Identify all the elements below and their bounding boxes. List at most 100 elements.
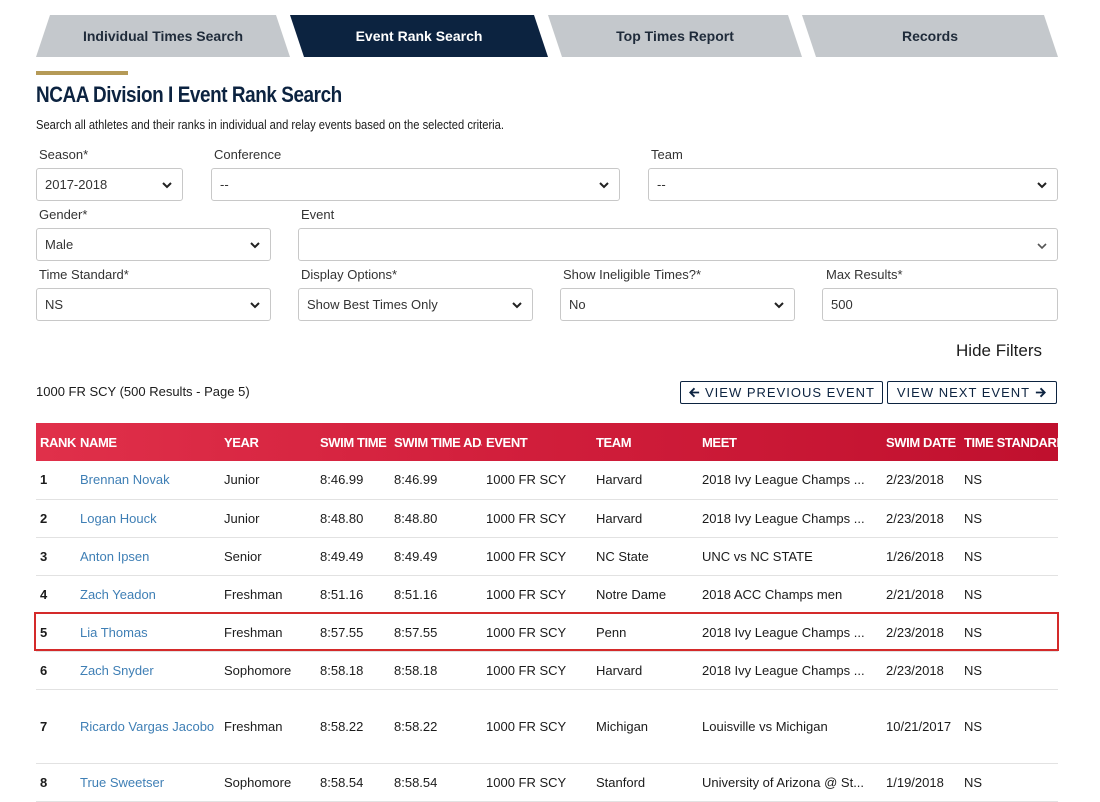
column-header-time-standard[interactable]: TIME STANDARD (964, 434, 1058, 450)
team-select[interactable]: -- (648, 168, 1058, 201)
swim-date-cell: 2/23/2018 (882, 461, 960, 500)
view-next-event-button[interactable]: VIEW NEXT EVENT (887, 381, 1057, 404)
swim-time-adj-cell: 8:51.16 (390, 575, 482, 614)
show-ineligible-value: No (569, 297, 586, 312)
athlete-link[interactable]: Zach Yeadon (80, 586, 156, 602)
column-header-swim-time[interactable]: SWIM TIME (320, 434, 387, 450)
meet-cell: UNC vs NC STATE (698, 537, 882, 576)
year-cell: Junior (220, 461, 316, 500)
tab-label: Individual Times Search (82, 28, 244, 44)
event-select[interactable] (298, 228, 1058, 261)
meet-cell: 2018 Ivy League Champs ... (698, 499, 882, 538)
conference-value: -- (220, 177, 229, 192)
team-label: Team (651, 147, 683, 162)
rank-cell: 5 (36, 613, 76, 652)
event-cell: 1000 FR SCY (482, 575, 592, 614)
swim-time-adj-cell: 8:48.80 (390, 499, 482, 538)
event-cell: 1000 FR SCY (482, 651, 592, 690)
conference-select[interactable]: -- (211, 168, 620, 201)
meet-cell: 2018 ACC Champs men (698, 575, 882, 614)
name-cell: Anton Ipsen (76, 537, 220, 576)
athlete-link[interactable]: Lia Thomas (80, 624, 148, 640)
column-header-meet[interactable]: MEET (702, 434, 737, 450)
swim-time-cell: 8:58.18 (316, 651, 390, 690)
view-previous-event-label: VIEW PREVIOUS EVENT (705, 385, 875, 400)
event-cell: 1000 FR SCY (482, 689, 592, 764)
tab-event-rank-search[interactable]: Event Rank Search (290, 15, 548, 57)
table-row: 8 True Sweetser Sophomore 8:58.54 8:58.5… (36, 763, 1058, 802)
swim-time-cell: 8:46.99 (316, 461, 390, 500)
max-results-input[interactable]: 500 (822, 288, 1058, 321)
gender-value: Male (45, 237, 74, 252)
max-results-value: 500 (831, 297, 853, 312)
table-row: 2 Logan Houck Junior 8:48.80 8:48.80 100… (36, 499, 1058, 538)
column-header-team[interactable]: TEAM (596, 434, 632, 450)
swim-date-cell: 1/19/2018 (882, 763, 960, 802)
column-header-year[interactable]: YEAR (224, 434, 259, 450)
event-label: Event (301, 207, 335, 222)
tab-top-times-report[interactable]: Top Times Report (548, 15, 802, 57)
column-header-name[interactable]: NAME (80, 434, 117, 450)
swim-date-cell: 10/21/2017 (882, 689, 960, 764)
event-cell: 1000 FR SCY (482, 763, 592, 802)
tab-bar: Individual Times Search Event Rank Searc… (36, 15, 1058, 57)
tab-individual-times-search[interactable]: Individual Times Search (36, 15, 290, 57)
table-row: 4 Zach Yeadon Freshman 8:51.16 8:51.16 1… (36, 575, 1058, 614)
athlete-link[interactable]: True Sweetser (80, 774, 165, 790)
time-standard-cell: NS (960, 763, 1058, 802)
rank-cell: 6 (36, 651, 76, 690)
show-ineligible-select[interactable]: No (560, 288, 795, 321)
name-cell: True Sweetser (76, 763, 220, 802)
meet-cell: Louisville vs Michigan (698, 689, 882, 764)
athlete-link[interactable]: Brennan Novak (80, 472, 170, 488)
swim-date-cell: 2/23/2018 (882, 499, 960, 538)
athlete-link[interactable]: Logan Houck (80, 510, 157, 526)
time-standard-cell: NS (960, 537, 1058, 576)
time-standard-cell: NS (960, 575, 1058, 614)
column-header-swim-date[interactable]: SWIM DATE (886, 434, 956, 450)
rank-cell: 3 (36, 537, 76, 576)
swim-time-cell: 8:57.55 (316, 613, 390, 652)
event-cell: 1000 FR SCY (482, 499, 592, 538)
tab-label: Top Times Report (616, 28, 734, 44)
athlete-link[interactable]: Anton Ipsen (80, 548, 150, 564)
event-cell: 1000 FR SCY (482, 613, 592, 652)
chevron-down-icon (1035, 178, 1049, 192)
name-cell: Zach Snyder (76, 651, 220, 690)
team-cell: Penn (592, 613, 698, 652)
time-standard-cell: NS (960, 461, 1058, 500)
gender-select[interactable]: Male (36, 228, 271, 261)
time-standard-select[interactable]: NS (36, 288, 271, 321)
time-standard-cell: NS (960, 499, 1058, 538)
display-options-select[interactable]: Show Best Times Only (298, 288, 533, 321)
tab-records[interactable]: Records (802, 15, 1058, 57)
table-row: 7 Ricardo Vargas Jacobo Freshman 8:58.22… (36, 689, 1058, 764)
team-cell: Harvard (592, 461, 698, 500)
column-header-swim-time-adj[interactable]: SWIM TIME ADJ (394, 434, 482, 450)
event-cell: 1000 FR SCY (482, 461, 592, 500)
conference-label: Conference (214, 147, 282, 162)
event-cell: 1000 FR SCY (482, 537, 592, 576)
display-options-value: Show Best Times Only (307, 297, 438, 312)
view-previous-event-button[interactable]: VIEW PREVIOUS EVENT (680, 381, 883, 404)
column-header-event[interactable]: EVENT (486, 434, 528, 450)
athlete-link[interactable]: Ricardo Vargas Jacobo (80, 718, 215, 734)
athlete-link[interactable]: Zach Snyder (80, 662, 154, 678)
meet-cell: 2018 Ivy League Champs ... (698, 651, 882, 690)
rank-cell: 1 (36, 461, 76, 500)
column-header-rank[interactable]: RANK (40, 434, 76, 450)
year-cell: Senior (220, 537, 316, 576)
swim-date-cell: 2/23/2018 (882, 613, 960, 652)
swim-time-adj-cell: 8:46.99 (390, 461, 482, 500)
name-cell: Ricardo Vargas Jacobo (76, 689, 220, 764)
rank-cell: 7 (36, 689, 76, 764)
time-standard-value: NS (45, 297, 64, 312)
display-options-label: Display Options* (301, 267, 398, 282)
year-cell: Sophomore (220, 763, 316, 802)
meet-cell: University of Arizona @ St... (698, 763, 882, 802)
swim-time-cell: 8:58.22 (316, 689, 390, 764)
season-select[interactable]: 2017-2018 (36, 168, 183, 201)
time-standard-cell: NS (960, 651, 1058, 690)
rank-cell: 4 (36, 575, 76, 614)
hide-filters-link[interactable]: Hide Filters (956, 341, 1042, 360)
